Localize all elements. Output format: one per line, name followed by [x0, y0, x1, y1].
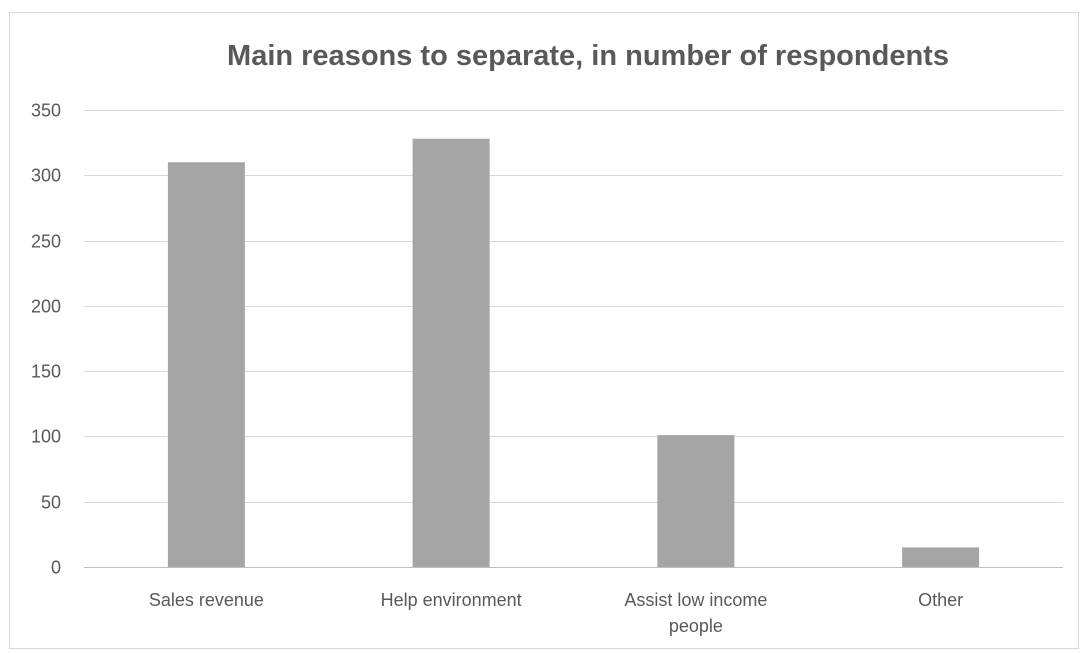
- bars: [167, 138, 980, 567]
- y-tick-label: 50: [41, 493, 61, 513]
- x-category-label: Help environment: [381, 590, 522, 610]
- y-axis-ticks: 0 50 100 150 200 250 300 350: [31, 101, 61, 578]
- x-axis-labels: Sales revenue Help environment Assist low …: [149, 590, 963, 636]
- x-category-label-line: Assist low income: [624, 590, 767, 610]
- y-tick-label: 350: [31, 101, 61, 121]
- y-tick-label: 250: [31, 232, 61, 252]
- x-category-label: Sales revenue: [149, 590, 264, 610]
- y-tick-label: 200: [31, 297, 61, 317]
- x-category-label-line: Help environment: [381, 590, 522, 610]
- x-category-label-line: people: [669, 616, 723, 636]
- y-tick-label: 300: [31, 166, 61, 186]
- bar: [657, 435, 735, 567]
- bar: [412, 138, 490, 567]
- gridlines: [84, 110, 1063, 568]
- y-tick-label: 100: [31, 427, 61, 447]
- x-category-label-line: Other: [918, 590, 963, 610]
- x-category-label: Assist low income people: [624, 590, 767, 636]
- y-tick-label: 150: [31, 362, 61, 382]
- chart-title: Main reasons to separate, in number of r…: [227, 40, 949, 72]
- bar: [167, 162, 245, 567]
- y-tick-label: 0: [51, 558, 61, 578]
- x-category-label-line: Sales revenue: [149, 590, 264, 610]
- x-category-label: Other: [918, 590, 963, 610]
- bar: [902, 547, 980, 567]
